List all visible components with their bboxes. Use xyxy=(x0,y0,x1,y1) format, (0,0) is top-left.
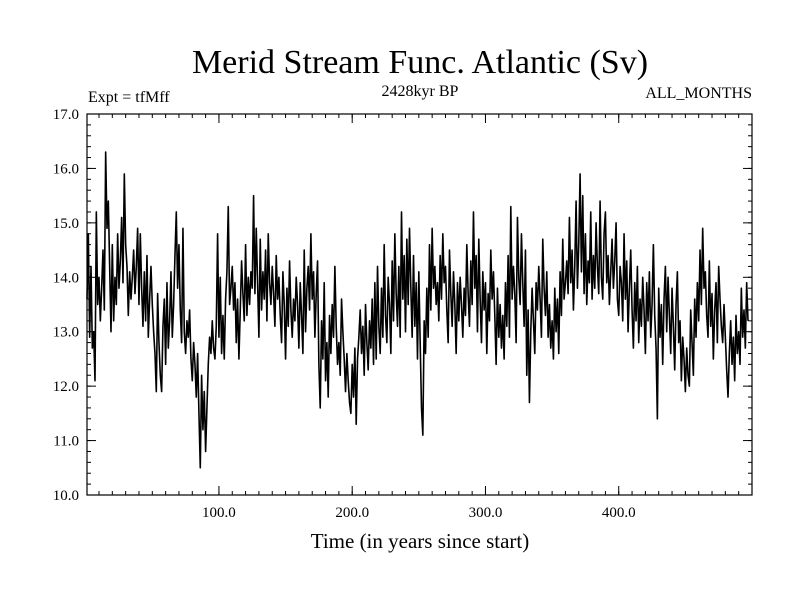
y-tick-label: 15.0 xyxy=(53,216,79,232)
y-tick-label: 17.0 xyxy=(53,107,79,123)
y-tick-label: 14.0 xyxy=(53,270,79,286)
y-tick-label: 10.0 xyxy=(53,488,79,504)
y-tick-label: 12.0 xyxy=(53,379,79,395)
expt-label: Expt = tfMff xyxy=(88,89,170,106)
y-tick-label: 16.0 xyxy=(53,161,79,177)
y-tick-label: 13.0 xyxy=(53,325,79,341)
x-axis-label: Time (in years since start) xyxy=(311,529,530,553)
y-tick-label: 11.0 xyxy=(53,434,79,450)
series-line xyxy=(86,151,749,469)
series-layer xyxy=(86,151,749,469)
chart-title: Merid Stream Func. Atlantic (Sv) xyxy=(192,44,648,81)
plot-frame xyxy=(86,113,753,496)
x-tick-label: 100.0 xyxy=(202,505,236,521)
x-tick-label: 200.0 xyxy=(335,505,369,521)
x-tick-label: 400.0 xyxy=(602,505,636,521)
x-tick-label: 300.0 xyxy=(469,505,503,521)
tick-layer: 10.0 11.0 12.0 13.0 14.0 15.0 16.0 17.0 100.0 200… xyxy=(53,107,752,521)
period-label: 2428kyr BP xyxy=(382,83,459,100)
months-label: ALL_MONTHS xyxy=(645,85,752,102)
